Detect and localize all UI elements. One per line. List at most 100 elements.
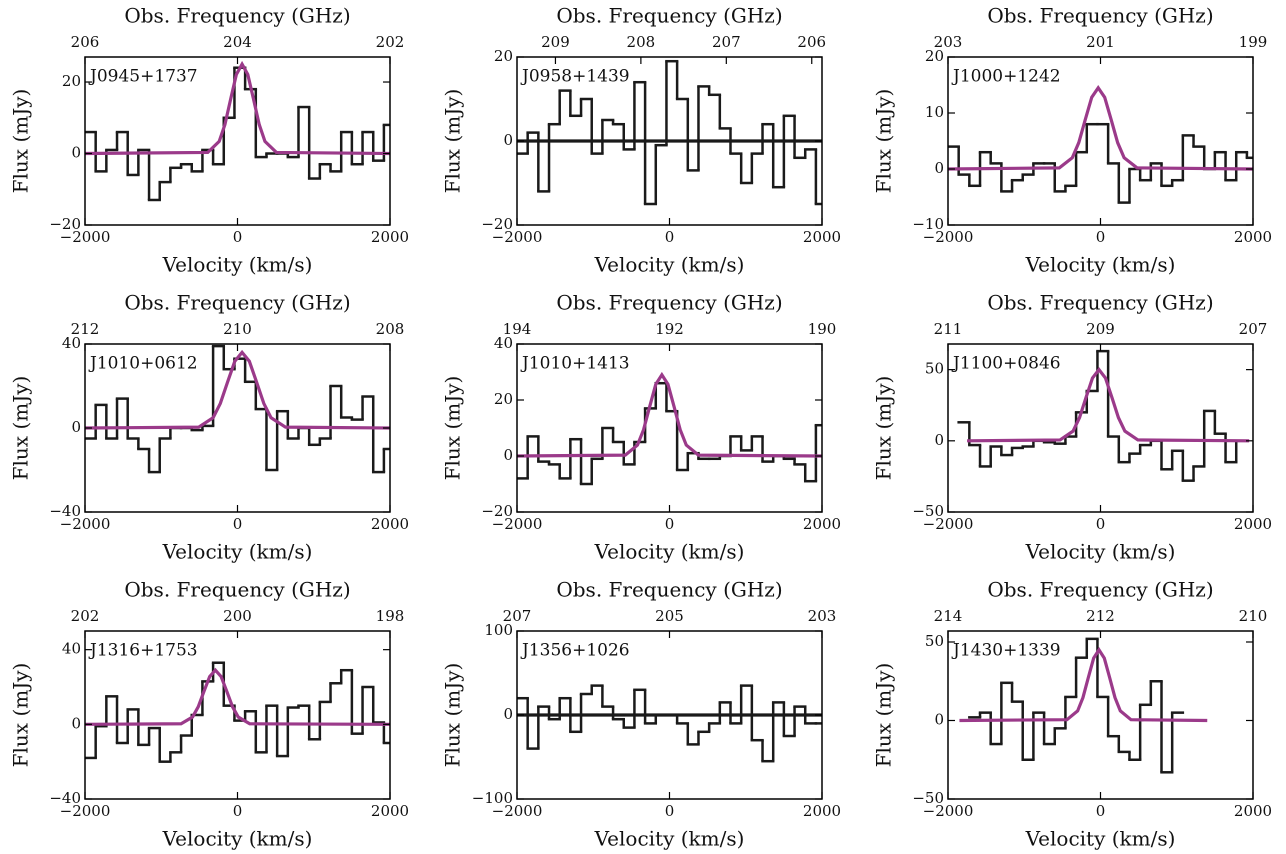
plot-area (517, 59, 822, 206)
y-axis-title: Flux (mJy) (872, 663, 896, 768)
top-axis-title: Obs. Frequency (GHz) (124, 4, 350, 28)
y-tick-label: 40 (62, 640, 81, 658)
x-tick-label: −2000 (923, 802, 974, 820)
y-tick-label: −10 (912, 215, 944, 233)
x-tick-label: −2000 (60, 802, 111, 820)
y-tick-label: −50 (912, 789, 944, 807)
x2-tick-label: 204 (223, 33, 252, 51)
panel: −2000 0 2000 203 201 199 −10 0 10 20 Obs. Frequenc… (872, 4, 1273, 277)
source-name: J0945+1737 (88, 67, 198, 87)
x2-tick-label: 202 (71, 607, 100, 625)
x-axis-title: Velocity (km/s) (594, 253, 745, 277)
y-tick-label: 20 (62, 72, 81, 90)
y-tick-label: −40 (49, 789, 81, 807)
y-tick-label: 50 (925, 632, 944, 650)
y-axis-title: Flux (mJy) (9, 376, 33, 481)
x2-tick-label: 209 (1086, 320, 1115, 338)
panel: −2000 0 2000 202 200 198 −40 0 40 Obs. Frequency … (9, 578, 410, 851)
y-axis-title: Flux (mJy) (441, 376, 465, 481)
x-tick-label: −2000 (492, 802, 543, 820)
x-axis-title: Velocity (km/s) (594, 827, 745, 851)
y-tick-label: 40 (62, 334, 81, 352)
x-tick-label: 2000 (803, 515, 841, 533)
x-tick-label: 2000 (803, 228, 841, 246)
x-tick-label: 0 (1096, 515, 1106, 533)
y-tick-label: 0 (71, 714, 81, 732)
x-tick-label: −2000 (923, 228, 974, 246)
source-name: J1010+0612 (88, 354, 198, 374)
y-tick-label: 20 (494, 390, 513, 408)
y-axis-title: Flux (mJy) (441, 89, 465, 194)
y-tick-label: −40 (49, 502, 81, 520)
x-tick-label: 2000 (371, 515, 409, 533)
source-name: J1100+0846 (951, 354, 1061, 374)
y-tick-label: 0 (503, 131, 513, 149)
x2-tick-label: 199 (1239, 33, 1268, 51)
x-axis-title: Velocity (km/s) (1025, 540, 1176, 564)
x2-tick-label: 212 (1086, 607, 1115, 625)
x-tick-label: 2000 (1234, 802, 1272, 820)
source-name: J1000+1242 (951, 67, 1061, 87)
x-tick-label: 2000 (1234, 515, 1272, 533)
x-tick-label: 2000 (371, 228, 409, 246)
plot-area (85, 661, 390, 763)
x-tick-label: 0 (233, 228, 243, 246)
x-tick-label: 0 (1096, 802, 1106, 820)
x2-tick-label: 203 (808, 607, 837, 625)
x-axis-title: Velocity (km/s) (162, 253, 313, 277)
x2-tick-label: 208 (627, 33, 656, 51)
plot-area (957, 349, 1250, 482)
x2-tick-label: 200 (223, 607, 252, 625)
x-tick-label: 0 (665, 802, 675, 820)
x2-tick-label: 207 (712, 33, 741, 51)
source-name: J1430+1339 (951, 641, 1061, 661)
fit-line (948, 84, 1253, 171)
x-tick-label: 0 (233, 802, 243, 820)
y-axis-title: Flux (mJy) (9, 89, 33, 194)
x2-tick-label: 194 (503, 320, 532, 338)
y-tick-label: 0 (503, 705, 513, 723)
panel: −2000 0 2000 207 205 203 −100 0 100 Obs. Frequenc… (441, 578, 842, 851)
y-tick-label: −20 (49, 215, 81, 233)
fit-line (959, 646, 1208, 723)
x-tick-label: −2000 (60, 515, 111, 533)
x-axis-title: Velocity (km/s) (1025, 253, 1176, 277)
x2-tick-label: 210 (1239, 607, 1268, 625)
source-name: J1316+1753 (88, 641, 198, 661)
y-tick-label: 20 (925, 47, 944, 65)
x2-tick-label: 212 (71, 320, 100, 338)
x2-tick-label: 192 (655, 320, 684, 338)
panel: −2000 0 2000 194 192 190 −20 0 20 40 Obs. Frequenc… (441, 291, 842, 564)
y-tick-label: −50 (912, 502, 944, 520)
plot-area (85, 60, 390, 202)
x2-tick-label: 207 (1239, 320, 1268, 338)
x-axis-title: Velocity (km/s) (162, 827, 313, 851)
x-tick-label: 2000 (803, 802, 841, 820)
y-tick-label: 0 (934, 710, 944, 728)
top-axis-title: Obs. Frequency (GHz) (124, 578, 350, 602)
x-tick-label: 0 (233, 515, 243, 533)
x2-tick-label: 206 (797, 33, 826, 51)
top-axis-title: Obs. Frequency (GHz) (556, 291, 782, 315)
y-axis-title: Flux (mJy) (441, 663, 465, 768)
y-axis-title: Flux (mJy) (872, 376, 896, 481)
y-tick-label: 0 (934, 431, 944, 449)
panel: −2000 0 2000 209 208 207 206 −20 0 20 Obs. Frequen… (441, 4, 842, 277)
fit-line (85, 60, 390, 156)
top-axis-title: Obs. Frequency (GHz) (556, 578, 782, 602)
x-tick-label: −2000 (492, 228, 543, 246)
fit-line (517, 371, 822, 458)
y-tick-label: 40 (494, 334, 513, 352)
x2-tick-label: 190 (808, 320, 837, 338)
y-tick-label: 0 (71, 144, 81, 162)
y-tick-label: 50 (925, 360, 944, 378)
x2-tick-label: 214 (934, 607, 963, 625)
x2-tick-label: 203 (934, 33, 963, 51)
fit-line (85, 667, 390, 726)
top-axis-title: Obs. Frequency (GHz) (987, 578, 1213, 602)
top-axis-title: Obs. Frequency (GHz) (987, 4, 1213, 28)
y-tick-label: −20 (481, 215, 513, 233)
panel: −2000 0 2000 211 209 207 −50 0 50 Obs. Frequency … (872, 291, 1273, 564)
x-tick-label: 2000 (371, 802, 409, 820)
